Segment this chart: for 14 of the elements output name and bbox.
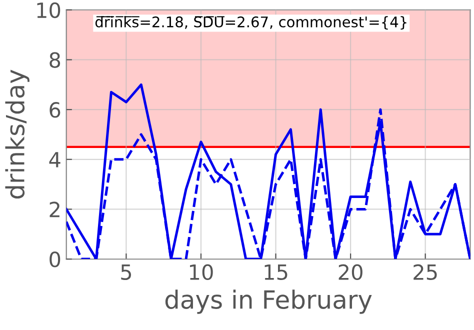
x-tick-label: 5 (121, 264, 131, 280)
y-tick-label: 10 (37, 2, 60, 18)
x-tick-label: 10 (190, 264, 213, 280)
y-tick-label: 8 (50, 52, 60, 68)
y-tick-label: 4 (49, 152, 60, 168)
y-tick-label: 2 (50, 202, 60, 218)
x-tick-label: 25 (414, 264, 437, 280)
y-axis-title: drinks/day (5, 70, 30, 199)
y-tick-label: 6 (50, 102, 60, 118)
x-tick-label: 20 (338, 264, 362, 280)
x-tick-label: 15 (264, 264, 288, 280)
annotation: d̅r̅i̅n̅k̅s̅=2.18, S̅D̅U̅=2.67, commonest'={4} (95, 16, 406, 30)
x-axis-title: days in February (165, 290, 372, 314)
y-tick-label: 0 (50, 252, 60, 268)
